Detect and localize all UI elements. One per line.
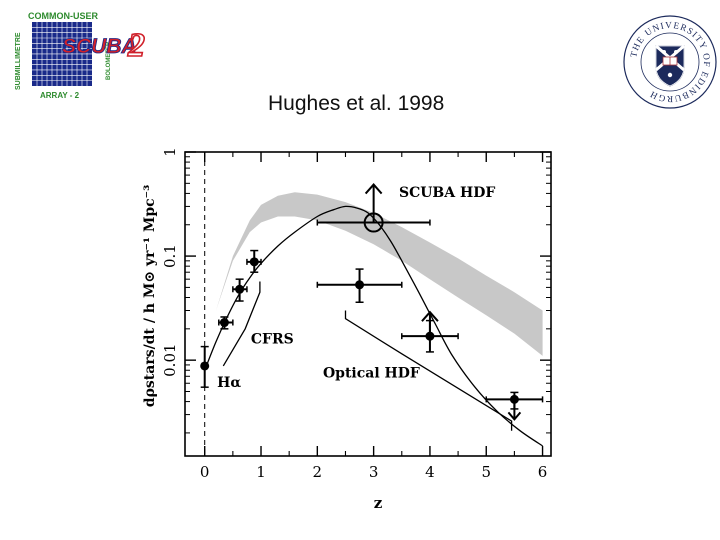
university-of-edinburgh-logo: THE UNIVERSITY OF EDINBURGH (623, 15, 717, 109)
data-point-4 (316, 268, 403, 304)
x-tick-label: 2 (313, 463, 323, 481)
annotation-3: Hα (217, 375, 241, 391)
open-circle-marker (363, 212, 384, 233)
filled-marker (355, 280, 365, 290)
annotation-0: SCUBA HDF (399, 185, 495, 201)
scuba-left-text: SUBMILLIMETRE (15, 32, 22, 90)
filled-marker (200, 361, 210, 371)
data-point-3 (246, 249, 262, 273)
x-axis-label: z (374, 494, 383, 512)
annotation-2: Optical HDF (323, 366, 420, 382)
arrow-head (421, 310, 439, 322)
y-tick-label: 0.01 (161, 343, 179, 376)
x-tick-label: 3 (369, 463, 379, 481)
x-tick-label: 1 (256, 463, 266, 481)
y-tick-label: 1 (161, 147, 179, 157)
filled-marker (425, 331, 435, 341)
filled-marker (219, 318, 229, 328)
filled-marker (249, 257, 259, 267)
model-curve (204, 205, 543, 447)
scuba-top-text: COMMON-USER (28, 11, 98, 21)
filled-marker (509, 394, 519, 404)
plot-frame (184, 151, 552, 457)
arrow-head (364, 183, 383, 195)
annotation-1: CFRS (251, 331, 294, 347)
x-tick-label: 4 (425, 463, 435, 481)
data-point-6 (485, 391, 544, 421)
scuba-right-text: BOLOMETER (106, 41, 112, 80)
data-point-0 (200, 345, 210, 388)
bracket-line-1 (344, 310, 513, 431)
filled-marker (235, 284, 245, 294)
data-point-2 (232, 278, 248, 302)
bracket-line-0 (222, 281, 261, 367)
slide-title: Hughes et al. 1998 (268, 92, 445, 115)
data-point-1 (218, 316, 234, 330)
data-point-5 (401, 310, 459, 353)
scuba-digit: 2 (127, 27, 145, 64)
arrow-head (507, 411, 522, 421)
scuba-bottom-text: ARRAY - 2 (40, 91, 80, 100)
scuba-main-text: SCUBA (62, 35, 137, 58)
x-tick-label: 5 (481, 463, 491, 481)
y-tick-label: 0.1 (161, 244, 179, 268)
x-tick-label: 0 (200, 463, 210, 481)
y-axis-label: dρstars/dt / h M⊙ yr⁻¹ Mpc⁻³ (142, 185, 158, 407)
x-tick-label: 6 (538, 463, 548, 481)
data-point-7 (316, 183, 431, 233)
star-formation-history-chart: 0 1 2 3 4 5 6 0.01 0.1 1 SCUBA HDF CFRS Optical HDF… (142, 147, 552, 512)
scuba2-logo: COMMON-USER ARRAY - 2 SUBMILLIMETRE BOLO… (15, 11, 146, 100)
